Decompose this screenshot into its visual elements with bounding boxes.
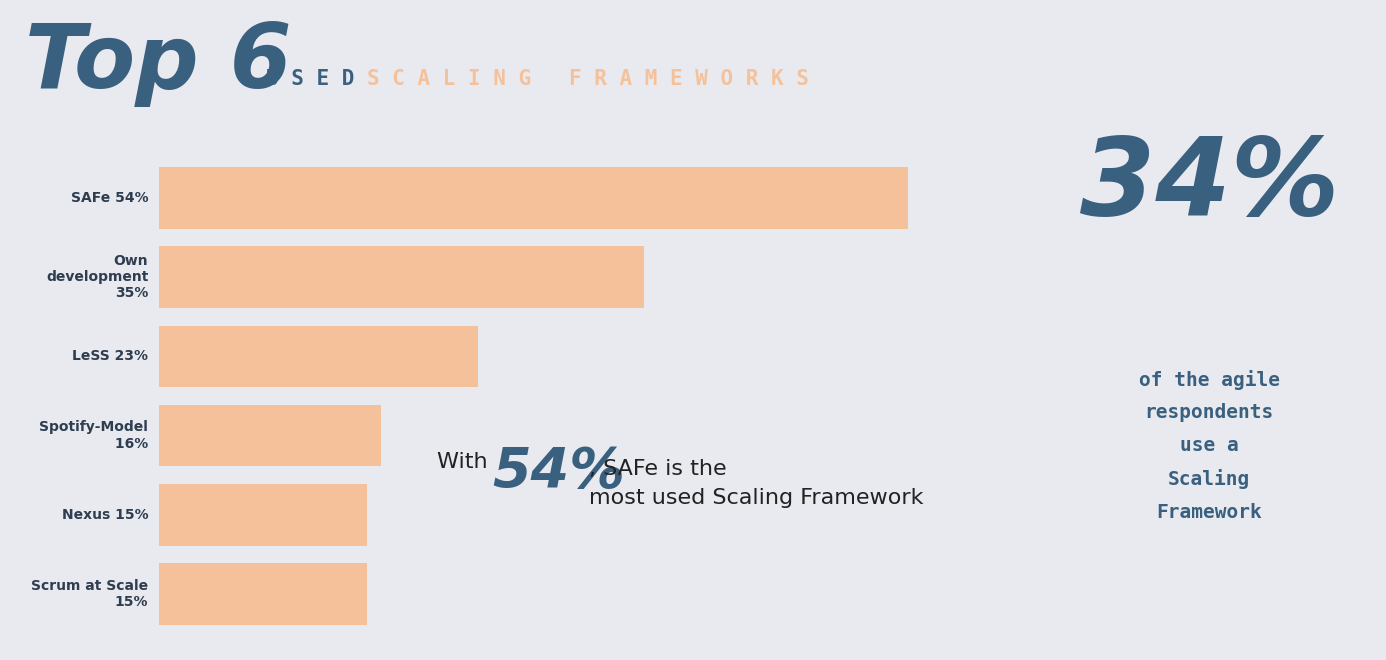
Text: Spotify-Model
 16%: Spotify-Model 16% — [39, 420, 148, 451]
Bar — [159, 405, 381, 467]
Text: With: With — [437, 452, 495, 472]
Text: 54%: 54% — [492, 445, 625, 499]
Text: Scrum at Scale
15%: Scrum at Scale 15% — [30, 579, 148, 609]
Text: LeSS 23%: LeSS 23% — [72, 349, 148, 364]
Text: 34%: 34% — [1080, 132, 1339, 238]
Text: SAFe 54%: SAFe 54% — [71, 191, 148, 205]
Bar — [159, 563, 367, 625]
Bar — [159, 484, 367, 546]
Text: U S E D: U S E D — [266, 69, 355, 89]
Text: Nexus 15%: Nexus 15% — [62, 508, 148, 522]
Bar — [159, 167, 908, 229]
Text: Own
development
35%: Own development 35% — [46, 254, 148, 300]
Text: S C A L I N G   F R A M E W O R K S: S C A L I N G F R A M E W O R K S — [367, 69, 809, 89]
Text: Top 6: Top 6 — [25, 20, 291, 107]
Text: of the agile
respondents
use a
Scaling
Framework: of the agile respondents use a Scaling F… — [1139, 370, 1279, 521]
Text: , SAFe is the
most used Scaling Framework: , SAFe is the most used Scaling Framewor… — [589, 459, 923, 508]
Bar — [159, 325, 478, 387]
Bar — [159, 246, 644, 308]
